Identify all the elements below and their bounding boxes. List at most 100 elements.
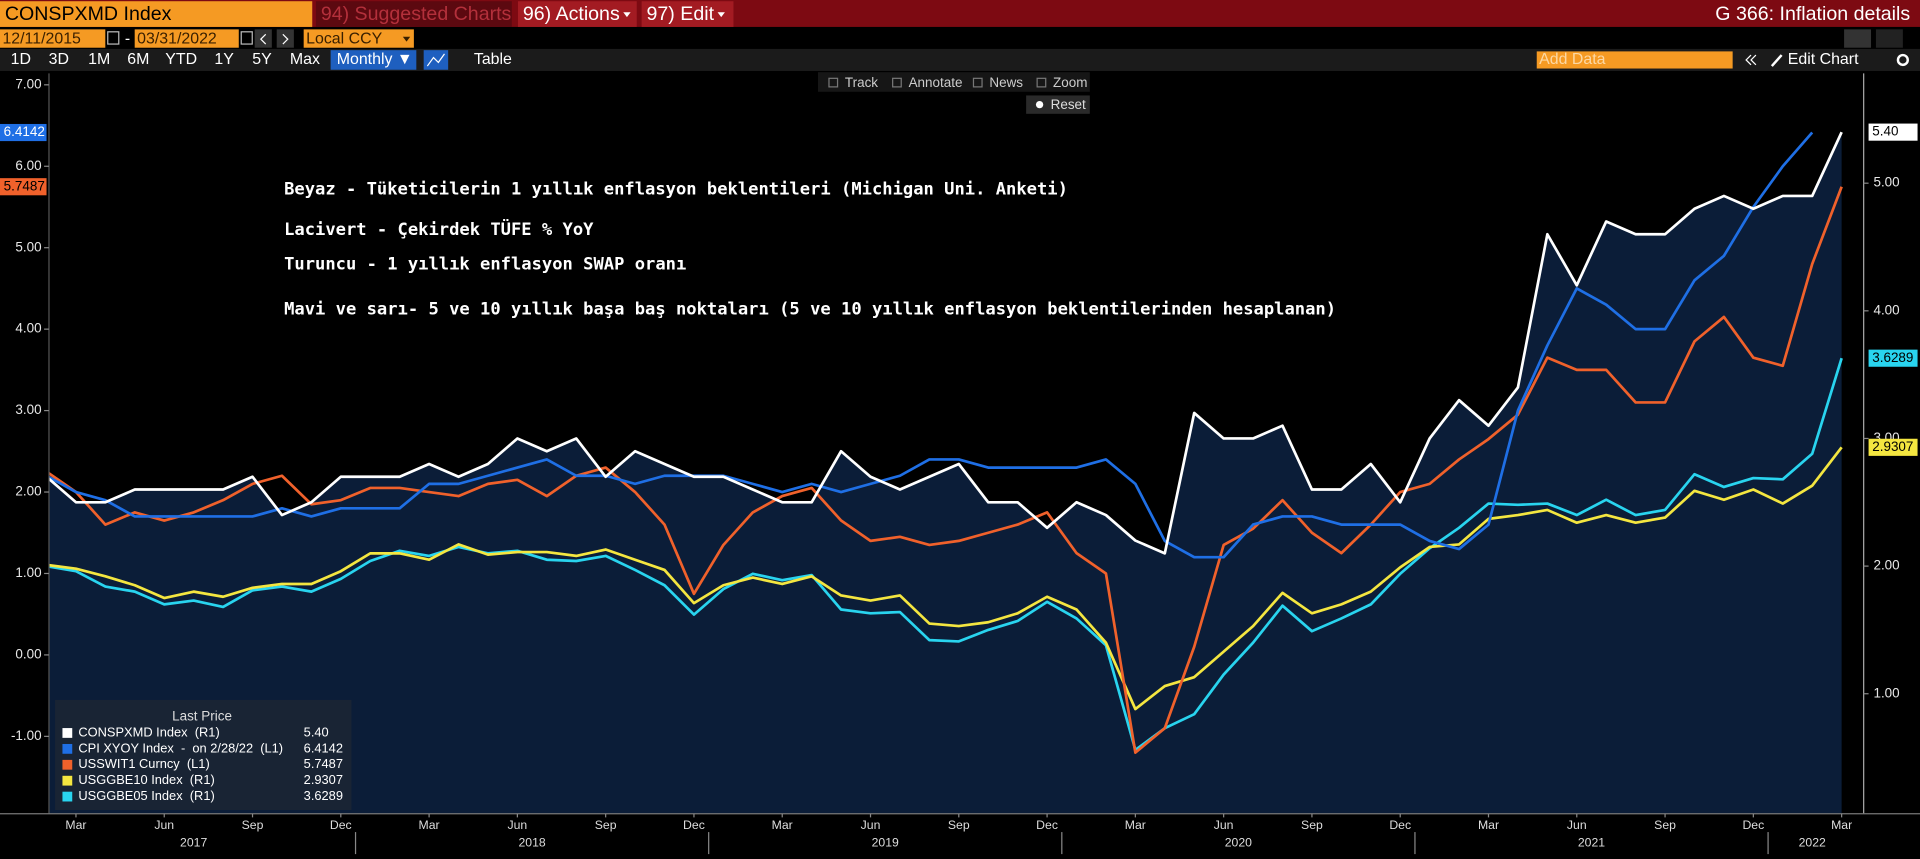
tool-button[interactable]: Annotate bbox=[909, 75, 963, 90]
series-group bbox=[48, 131, 1843, 814]
last-value-tag-label: 6.4142 bbox=[4, 124, 45, 139]
annotation: Turuncu - 1 yıllık enflasyon SWAP oranı bbox=[284, 254, 686, 274]
calendar-icon[interactable] bbox=[240, 31, 253, 45]
legend-value: 6.4142 bbox=[304, 740, 343, 755]
series-line bbox=[48, 186, 1843, 754]
y-tick-label: 4.00 bbox=[15, 321, 41, 336]
suggested-button[interactable] bbox=[315, 1, 512, 27]
start-date: 12/11/2015 bbox=[2, 30, 81, 47]
dropdown-arrow bbox=[717, 12, 725, 18]
collapse-icon bbox=[1750, 54, 1757, 66]
tool-button[interactable]: Zoom bbox=[1053, 75, 1087, 90]
period-button[interactable]: Max bbox=[290, 51, 320, 68]
legend-entry: USSWIT1 Curncy (L1) bbox=[78, 756, 209, 771]
reset-button[interactable] bbox=[1026, 95, 1090, 114]
period-button[interactable]: 1D bbox=[11, 51, 31, 68]
collapse-icon[interactable] bbox=[1745, 54, 1752, 66]
ticker-field[interactable] bbox=[0, 1, 313, 27]
legend-entry: CONSPXMD Index (R1) bbox=[78, 724, 219, 739]
frequency-button[interactable] bbox=[330, 50, 417, 70]
legend-swatch bbox=[62, 759, 73, 770]
tool-buttons: Track Annotate News Zoom bbox=[828, 75, 1087, 90]
x-tick-label: Sep bbox=[1654, 818, 1676, 832]
y2-tick-label: 1.00 bbox=[1873, 685, 1899, 700]
y-tick-label: 3.00 bbox=[15, 402, 41, 417]
period-button[interactable]: 1Y bbox=[214, 51, 234, 68]
y-tick-label: 6.00 bbox=[15, 158, 41, 173]
legend-swatch bbox=[62, 728, 73, 738]
settings-icon[interactable] bbox=[1896, 53, 1909, 67]
dropdown-arrow bbox=[402, 36, 411, 42]
prev-icon bbox=[259, 33, 267, 45]
y-tick-label: -1.00 bbox=[11, 728, 42, 743]
y2-tick-label: 4.00 bbox=[1873, 302, 1899, 317]
legend-swatch bbox=[62, 743, 73, 754]
x-tick-label: Mar bbox=[65, 818, 86, 832]
legend-value: 5.40 bbox=[304, 724, 329, 739]
next-icon bbox=[282, 33, 289, 45]
x-tick-label: Jun bbox=[1214, 818, 1234, 832]
table-button[interactable]: Table bbox=[474, 51, 512, 68]
chart-tools bbox=[817, 72, 1090, 92]
legend-swatch bbox=[62, 791, 73, 802]
y-tick-label: 0.00 bbox=[15, 646, 41, 661]
add-data-field[interactable] bbox=[1536, 51, 1733, 69]
currency-field[interactable] bbox=[303, 29, 414, 48]
reset-label: Reset bbox=[1051, 97, 1086, 112]
calendar-icon[interactable] bbox=[107, 31, 120, 45]
legend-entry: CPI XYOY Index - on 2/28/22 (L1) bbox=[78, 740, 283, 755]
legend-title: Last Price bbox=[172, 709, 232, 724]
last-value-tag-label: 5.7487 bbox=[4, 178, 45, 193]
y-tick-label: 7.00 bbox=[15, 76, 41, 91]
edit-chart-button[interactable]: Edit Chart bbox=[1788, 51, 1859, 68]
period-button[interactable]: 5Y bbox=[252, 51, 272, 68]
period-button[interactable]: 6M bbox=[127, 51, 149, 68]
pencil-icon bbox=[1770, 54, 1783, 67]
tool-icon bbox=[972, 77, 983, 88]
y-tick-label: 2.00 bbox=[15, 484, 41, 499]
x-tick-label: Mar bbox=[1478, 818, 1499, 832]
next-button[interactable] bbox=[276, 29, 294, 48]
edit-label: 97) Edit bbox=[647, 3, 715, 25]
x-tick-label: Mar bbox=[419, 818, 440, 832]
year-label: 2021 bbox=[1578, 835, 1605, 849]
period-button[interactable]: YTD bbox=[165, 51, 197, 68]
currency: Local CCY bbox=[306, 30, 382, 47]
end-date-field[interactable] bbox=[134, 29, 239, 48]
y-tick-label: 5.00 bbox=[15, 239, 41, 254]
prev-button[interactable] bbox=[254, 29, 272, 48]
x-tick-label: Sep bbox=[242, 818, 264, 832]
last-value-tag bbox=[0, 123, 47, 142]
period-button[interactable]: 3D bbox=[49, 51, 69, 68]
add-data: Add Data bbox=[1539, 51, 1605, 68]
area bbox=[48, 132, 1842, 814]
edit-button[interactable] bbox=[641, 1, 734, 27]
last-value-tag bbox=[1868, 349, 1918, 367]
tool-button[interactable]: Track bbox=[845, 75, 878, 90]
legend-value: 2.9307 bbox=[304, 772, 343, 787]
start-date-field[interactable] bbox=[0, 29, 106, 48]
year-label: 2017 bbox=[180, 835, 207, 849]
tool-icon bbox=[1036, 77, 1047, 88]
x-tick-label: Jun bbox=[508, 818, 528, 832]
actions-button[interactable] bbox=[517, 1, 637, 27]
redo-button[interactable] bbox=[1875, 29, 1903, 48]
date-separator: - bbox=[125, 30, 130, 47]
tool-button[interactable]: News bbox=[989, 75, 1023, 90]
series-line bbox=[48, 131, 1814, 559]
x-tick-label: Dec bbox=[683, 818, 705, 832]
annotation: Mavi ve sarı- 5 ve 10 yıllık başa baş no… bbox=[284, 300, 1336, 320]
series-line bbox=[48, 357, 1843, 752]
annotation: Beyaz - Tüketicilerin 1 yıllık enflasyon… bbox=[284, 180, 1068, 200]
x-tick-label: Dec bbox=[1036, 818, 1058, 832]
undo-button[interactable] bbox=[1844, 29, 1872, 48]
period-buttons: 1D 3D 1M 6M YTD 1Y 5Y Max bbox=[11, 51, 320, 68]
year-label: 2018 bbox=[518, 835, 545, 849]
x-tick-label: Dec bbox=[330, 818, 352, 832]
period-button[interactable]: 1M bbox=[88, 51, 110, 68]
y2-tick-label: 5.00 bbox=[1873, 175, 1899, 190]
ticker: CONSPXMD Index bbox=[5, 3, 172, 25]
